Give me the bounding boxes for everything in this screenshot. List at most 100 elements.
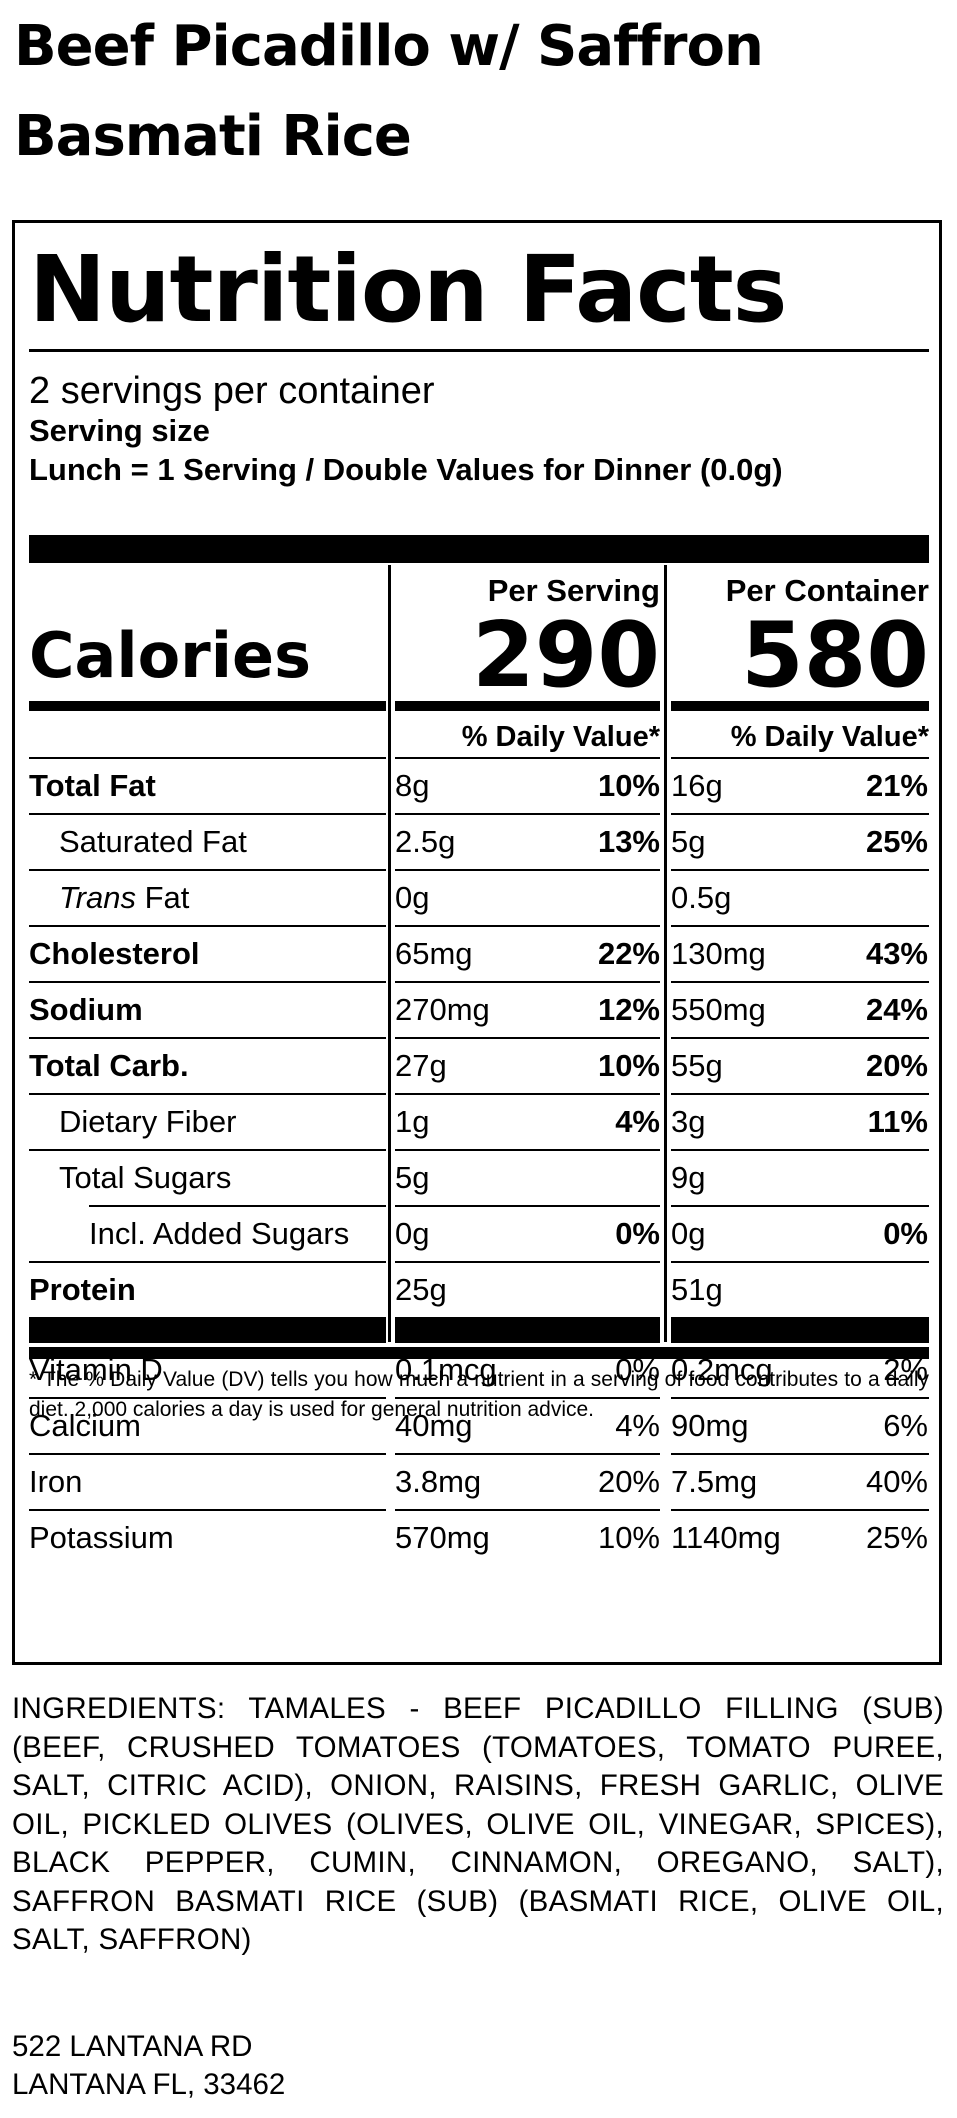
dv-per-container: 40% — [865, 1464, 928, 1499]
column-divider-1 — [388, 565, 391, 1342]
nutrient-name: Saturated Fat — [59, 824, 247, 859]
row-separator — [671, 925, 929, 927]
dv-per-container: 11% — [867, 1104, 928, 1139]
row-separator — [29, 1093, 386, 1095]
dv-heading-serving: % Daily Value* — [461, 721, 660, 753]
serving-size-label: Serving size — [29, 413, 210, 448]
daily-value-footnote: * The % Daily Value (DV) tells you how m… — [29, 1368, 929, 1421]
nutrient-row: Trans Fat 0g 0.5g — [15, 871, 939, 925]
amount-per-container: 130mg — [671, 936, 766, 971]
row-separator — [395, 869, 660, 871]
nutrient-name: Sodium — [29, 992, 143, 1027]
row-separator — [395, 813, 660, 815]
nutrient-name: Iron — [29, 1464, 83, 1499]
amount-per-serving: 8g — [395, 768, 430, 803]
amount-per-serving: 5g — [395, 1160, 430, 1195]
row-separator — [671, 757, 929, 759]
serving-size-value: Lunch = 1 Serving / Double Values for Di… — [29, 452, 783, 487]
amount-per-serving: 27g — [395, 1048, 447, 1083]
nutrient-row: Sodium 270mg 12% 550mg 24% — [15, 983, 939, 1037]
amount-per-serving: 0g — [395, 880, 430, 915]
amount-per-serving: 25g — [395, 1272, 447, 1307]
amount-per-container: 5g — [671, 824, 706, 859]
nutrient-name-italic: Trans — [59, 880, 136, 915]
row-separator — [671, 1093, 929, 1095]
nutrient-name: Dietary Fiber — [59, 1104, 237, 1139]
row-separator — [671, 981, 929, 983]
dv-per-serving: 4% — [615, 1104, 660, 1139]
row-separator — [671, 1509, 929, 1511]
amount-per-container: 0g — [671, 1216, 706, 1251]
dv-per-container — [815, 1151, 928, 1205]
dv-per-container: 25% — [865, 824, 928, 859]
row-separator — [395, 1509, 660, 1511]
row-separator — [29, 1149, 386, 1151]
calories-rule-left — [29, 701, 386, 711]
dv-per-serving: 22% — [597, 936, 660, 971]
calories-per-container: 580 — [741, 603, 929, 708]
row-separator — [89, 1205, 386, 1207]
nutrient-row: Calcium 40mg 4% 90mg 6% — [15, 1399, 939, 1453]
row-separator — [29, 925, 386, 927]
dv-per-container — [815, 871, 928, 925]
nutrient-row: Cholesterol 65mg 22% 130mg 43% — [15, 927, 939, 981]
thick-rule-top — [29, 535, 929, 563]
nutrition-facts-heading: Nutrition Facts — [29, 236, 787, 343]
amount-per-container: 7.5mg — [671, 1464, 758, 1499]
dv-per-serving: 20% — [597, 1464, 660, 1499]
row-separator — [29, 757, 386, 759]
calories-label: Calories — [29, 619, 311, 692]
amount-per-serving: 65mg — [395, 936, 473, 971]
row-separator — [671, 869, 929, 871]
row-separator — [395, 1093, 660, 1095]
nutrient-name: Total Fat — [29, 768, 156, 803]
amount-per-container: 550mg — [671, 992, 766, 1027]
amount-per-serving: 3.8mg — [395, 1464, 482, 1499]
calories-rule-mid — [395, 701, 660, 711]
row-separator — [395, 1261, 660, 1263]
amount-per-container: 3g — [671, 1104, 706, 1139]
row-separator — [29, 1509, 386, 1511]
amount-per-serving: 570mg — [395, 1520, 490, 1555]
row-separator — [29, 1261, 386, 1263]
product-title: Beef Picadillo w/ Saffron Basmati Rice — [14, 14, 764, 169]
row-separator — [29, 813, 386, 815]
amount-per-serving: 1g — [395, 1104, 430, 1139]
row-separator — [395, 1037, 660, 1039]
dv-per-container: 21% — [865, 768, 928, 803]
row-separator — [395, 1205, 660, 1207]
row-separator — [395, 1149, 660, 1151]
nutrient-name: Calcium — [29, 1408, 141, 1443]
dv-per-container: 20% — [865, 1048, 928, 1083]
nutrient-row: Total Carb. 27g 10% 55g 20% — [15, 1039, 939, 1093]
dv-per-container: 6% — [883, 1408, 928, 1443]
dv-per-container: 25% — [865, 1520, 928, 1555]
dv-per-container: 24% — [865, 992, 928, 1027]
nutrient-name: Total Sugars — [59, 1160, 232, 1195]
amount-per-container: 9g — [671, 1160, 706, 1195]
dv-per-serving: 10% — [597, 1520, 660, 1555]
dv-per-container: 0% — [883, 1216, 928, 1251]
nutrient-name-rest: Fat — [135, 880, 190, 915]
dv-per-container — [815, 1263, 928, 1317]
column-divider-2 — [664, 565, 667, 1342]
amount-per-serving: 270mg — [395, 992, 490, 1027]
nutrient-name: Potassium — [29, 1520, 174, 1555]
dv-per-serving — [545, 1151, 660, 1205]
amount-per-container: 90mg — [671, 1408, 749, 1443]
dv-per-serving: 4% — [615, 1408, 660, 1443]
nutrient-row: Total Fat 8g 10% 16g 21% — [15, 759, 939, 813]
row-separator — [29, 1397, 386, 1399]
row-separator — [395, 757, 660, 759]
row-separator — [671, 1397, 929, 1399]
nutrient-name: Total Carb. — [29, 1048, 189, 1083]
row-separator — [671, 1149, 929, 1151]
servings-per-container: 2 servings per container — [29, 370, 435, 412]
dv-per-serving: 10% — [597, 1048, 660, 1083]
row-separator — [395, 981, 660, 983]
nutrient-row: Total Sugars 5g 9g — [15, 1151, 939, 1205]
row-separator — [29, 1453, 386, 1455]
heading-rule — [29, 349, 929, 352]
row-separator — [395, 1317, 660, 1343]
row-separator — [29, 1037, 386, 1039]
